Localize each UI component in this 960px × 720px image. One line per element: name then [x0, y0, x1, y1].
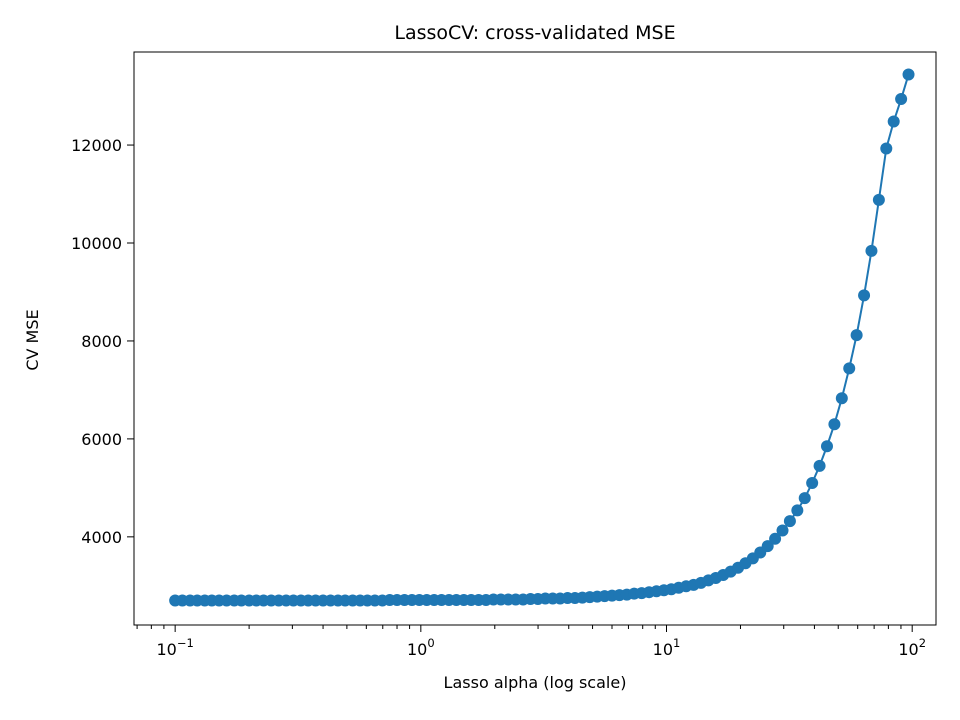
y-tick-label: 12000	[71, 136, 122, 155]
x-minor-ticks	[136, 625, 902, 629]
data-point	[813, 459, 826, 472]
data-point	[887, 115, 900, 128]
data-point	[895, 93, 908, 106]
x-tick-label-exponent: 0	[427, 636, 434, 650]
data-point	[791, 504, 804, 517]
x-tick-label: 102	[898, 636, 926, 659]
y-tick-label: 8000	[81, 332, 122, 351]
data-point	[865, 244, 878, 257]
x-tick-label-exponent: 2	[919, 636, 926, 650]
x-tick-label-base: 10	[156, 640, 176, 659]
y-tick-label: 10000	[71, 234, 122, 253]
data-point	[798, 492, 811, 505]
data-point	[850, 329, 863, 342]
plot-frame	[133, 51, 937, 626]
y-axis-title: CV MSE	[23, 309, 42, 370]
x-tick-label: 101	[653, 636, 681, 659]
data-point	[880, 142, 893, 155]
x-axis-title: Lasso alpha (log scale)	[444, 673, 627, 692]
data-point	[761, 540, 774, 553]
y-tick-label: 6000	[81, 430, 122, 449]
data-point	[783, 515, 796, 528]
x-tick-label: 100	[407, 636, 435, 659]
data-point	[828, 418, 841, 431]
series-layer	[169, 68, 915, 607]
data-point	[769, 532, 782, 545]
data-point	[872, 193, 885, 206]
data-point	[835, 392, 848, 405]
data-point	[820, 440, 833, 453]
data-point	[806, 476, 819, 489]
series-line	[175, 74, 910, 602]
x-tick-label-base: 10	[653, 640, 673, 659]
data-point	[858, 289, 871, 302]
y-tick-label: 4000	[81, 528, 122, 547]
x-tick-label-base: 10	[898, 640, 918, 659]
chart-title: LassoCV: cross-validated MSE	[394, 22, 675, 44]
data-point	[902, 68, 915, 81]
x-tick-label-exponent: 1	[673, 636, 680, 650]
x-tick-label-exponent: −1	[177, 636, 194, 650]
x-tick-label: 10−1	[156, 636, 193, 659]
data-point	[776, 524, 789, 537]
x-tick-label-base: 10	[407, 640, 427, 659]
data-point	[843, 362, 856, 375]
